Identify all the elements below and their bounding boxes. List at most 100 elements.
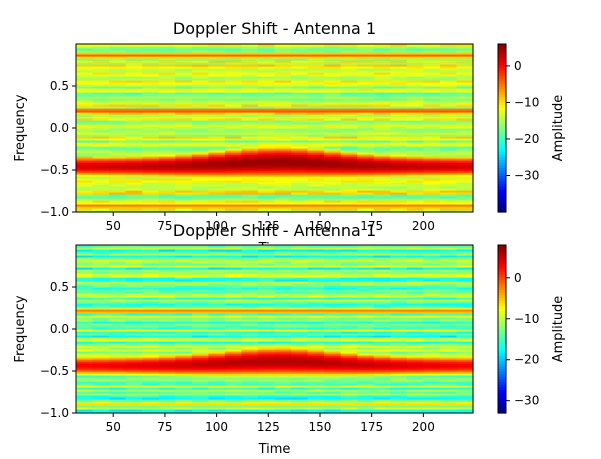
heatmap-cell [175, 357, 193, 360]
colorbar-segment [498, 122, 506, 126]
heatmap-cell [324, 265, 342, 268]
heatmap-cell [274, 162, 292, 165]
heatmap-cell [373, 315, 391, 318]
heatmap-cell [158, 311, 176, 314]
heatmap-cell [439, 331, 458, 334]
heatmap-cell [307, 375, 325, 378]
heatmap-cell [191, 343, 209, 346]
heatmap-cell [406, 373, 424, 376]
heatmap-cell [191, 289, 209, 292]
heatmap-cell [208, 188, 226, 191]
heatmap-cell [291, 52, 309, 55]
heatmap-cell [125, 295, 143, 298]
heatmap-cell [191, 178, 209, 181]
heatmap-cell [340, 118, 358, 121]
heatmap-cell [224, 180, 243, 183]
heatmap-cell [439, 126, 458, 129]
heatmap-cell [175, 297, 193, 300]
heatmap-cell [224, 192, 243, 195]
heatmap-cell [373, 46, 391, 49]
heatmap-cell [241, 124, 259, 127]
heatmap-cell [241, 76, 259, 79]
heatmap-cell [224, 66, 243, 69]
heatmap-cell [158, 355, 176, 358]
heatmap-cell [291, 371, 309, 374]
heatmap-cell [224, 309, 243, 312]
heatmap-cell [92, 375, 110, 378]
heatmap-cell [291, 74, 309, 77]
heatmap-cell [324, 353, 342, 356]
heatmap-cell [274, 355, 292, 358]
heatmap-cell [406, 391, 424, 394]
heatmap-cell [340, 154, 358, 157]
colorbar-segment [498, 344, 506, 348]
heatmap-cell [406, 277, 424, 280]
heatmap-cell [208, 291, 226, 294]
heatmap-cell [241, 46, 259, 49]
heatmap-cell [423, 60, 441, 63]
heatmap-cell [224, 128, 243, 131]
heatmap-cell [224, 106, 243, 109]
heatmap-cell [291, 198, 309, 201]
colorbar-segment [498, 206, 506, 210]
heatmap-cell [324, 104, 342, 107]
heatmap-cell [142, 311, 160, 314]
heatmap-cell [208, 369, 226, 372]
heatmap-cell [92, 301, 110, 304]
heatmap-cell [291, 323, 309, 326]
colorbar-segment [498, 279, 506, 283]
heatmap-cell [439, 245, 458, 248]
heatmap-cell [406, 377, 424, 380]
heatmap-cell [324, 162, 342, 165]
heatmap-cell [241, 389, 259, 392]
heatmap-cell [158, 261, 176, 264]
heatmap-cell [307, 267, 325, 270]
heatmap-cell [142, 349, 160, 352]
heatmap-cell [158, 204, 176, 207]
heatmap-cell [307, 52, 325, 55]
heatmap-cell [324, 136, 342, 139]
heatmap-cell [257, 359, 276, 362]
heatmap-cell [109, 128, 127, 131]
heatmap-cell [92, 138, 110, 141]
heatmap-cell [307, 176, 325, 179]
heatmap-cell [406, 395, 424, 398]
heatmap-cell [191, 283, 209, 286]
heatmap-cell [307, 327, 325, 330]
heatmap-cell [191, 110, 209, 113]
heatmap-cell [324, 174, 342, 177]
heatmap-cell [423, 68, 441, 71]
heatmap-cell [439, 136, 458, 139]
heatmap-cell [390, 164, 408, 167]
heatmap-cell [274, 132, 292, 135]
heatmap-cell [257, 156, 276, 159]
heatmap-cell [191, 301, 209, 304]
heatmap-cell [175, 188, 193, 191]
heatmap-cell [109, 118, 127, 121]
heatmap-cell [439, 281, 458, 284]
heatmap-cell [158, 249, 176, 252]
colorbar-segment [498, 54, 506, 58]
heatmap-cell [423, 381, 441, 384]
heatmap-cell [274, 309, 292, 312]
heatmap-cell [324, 345, 342, 348]
heatmap-cell [406, 206, 424, 209]
heatmap-cell [423, 140, 441, 143]
heatmap-cell [274, 84, 292, 87]
heatmap-cell [340, 162, 358, 165]
heatmap-cell [340, 140, 358, 143]
heatmap-cell [456, 192, 474, 195]
heatmap-cell [158, 379, 176, 382]
heatmap-cell [357, 208, 375, 211]
heatmap-cell [76, 321, 94, 324]
heatmap-cell [76, 279, 94, 282]
heatmap-cell [241, 164, 259, 167]
heatmap-cell [357, 48, 375, 51]
heatmap-cell [92, 70, 110, 73]
heatmap-cell [191, 345, 209, 348]
heatmap-cell [76, 190, 94, 193]
heatmap-cell [257, 287, 276, 290]
heatmap-cell [257, 257, 276, 260]
heatmap-cell [274, 194, 292, 197]
heatmap-cell [274, 114, 292, 117]
